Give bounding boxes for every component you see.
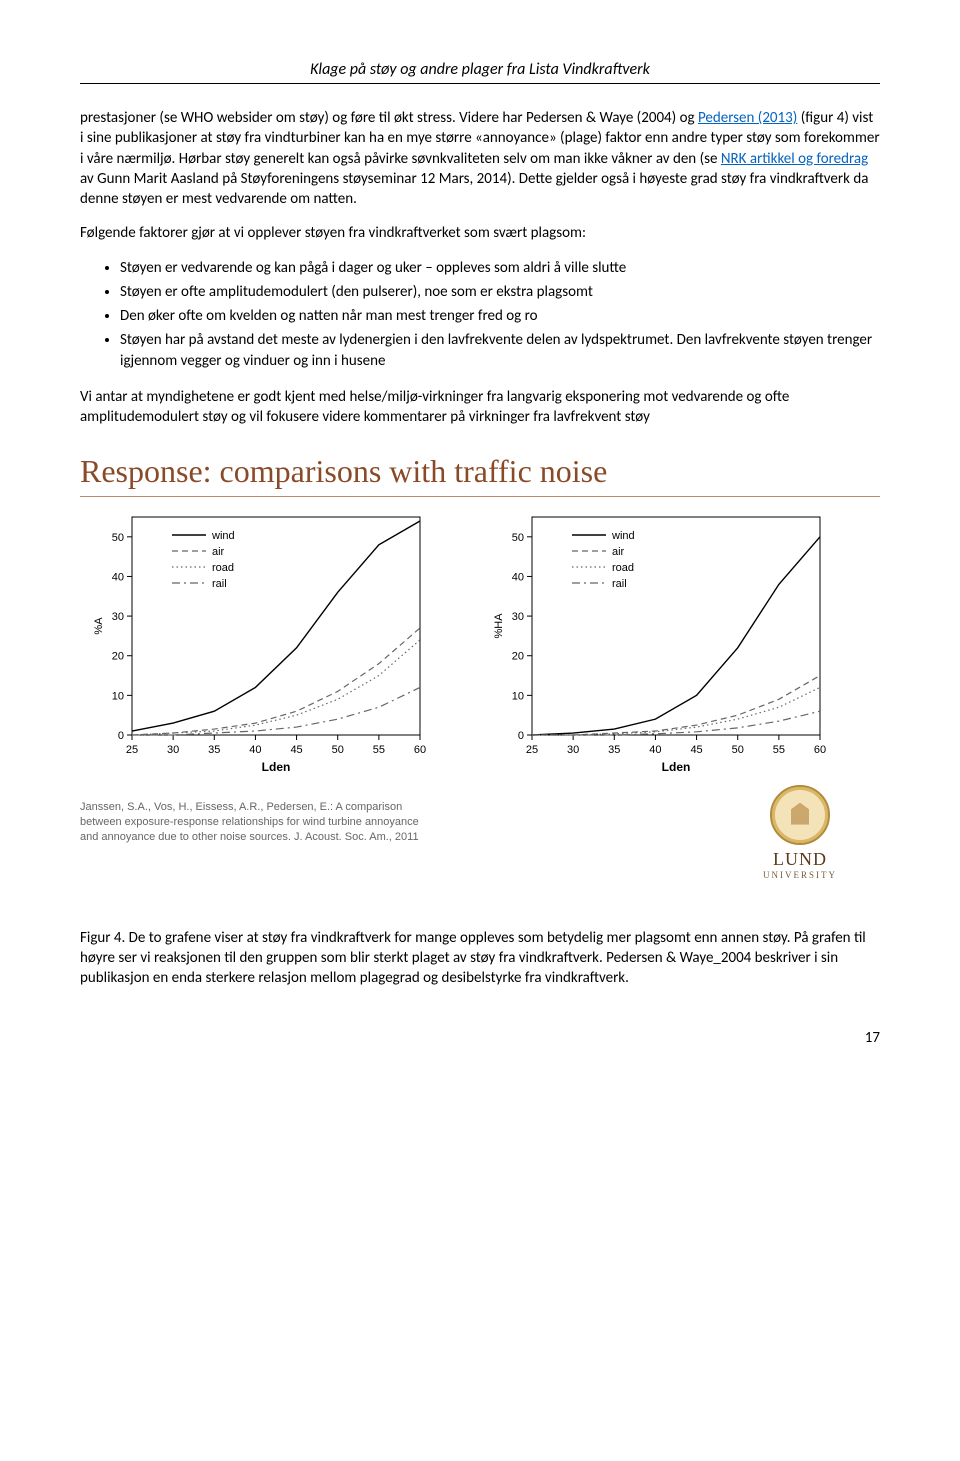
svg-text:40: 40 (112, 572, 124, 584)
chart-right: 25 30 35 40 45 50 55 60 0 10 20 30 40 50 Lden %HA wind ai… (490, 507, 850, 782)
chart-left: 25 30 35 40 45 50 55 60 0 10 20 30 40 50 Lden %A wind air… (90, 507, 450, 782)
list-item: Støyen er ofte amplitudemodulert (den pu… (120, 282, 880, 302)
svg-text:%A: %A (93, 617, 105, 635)
lund-sub: UNIVERSITY (760, 870, 840, 880)
paragraph-1: prestasjoner (se WHO websider om støy) o… (80, 108, 880, 209)
svg-text:10: 10 (112, 691, 124, 703)
svg-text:50: 50 (112, 532, 124, 544)
svg-text:40: 40 (649, 744, 661, 756)
svg-text:45: 45 (290, 744, 302, 756)
svg-text:30: 30 (112, 611, 124, 623)
list-item: Støyen er vedvarende og kan pågå i dager… (120, 258, 880, 278)
svg-text:35: 35 (208, 744, 220, 756)
svg-text:60: 60 (414, 744, 426, 756)
list-item: Den øker ofte om kvelden og natten når m… (120, 306, 880, 326)
lund-name: LUND (760, 849, 840, 870)
svg-text:40: 40 (249, 744, 261, 756)
chart-block: Response: comparisons with traffic noise… (80, 453, 880, 880)
chart-divider (80, 496, 880, 497)
svg-text:55: 55 (373, 744, 385, 756)
svg-text:wind: wind (211, 530, 235, 542)
svg-text:50: 50 (332, 744, 344, 756)
svg-text:air: air (212, 546, 225, 558)
svg-text:40: 40 (512, 572, 524, 584)
paragraph-2: Følgende faktorer gjør at vi opplever st… (80, 223, 880, 243)
svg-text:30: 30 (567, 744, 579, 756)
svg-text:25: 25 (526, 744, 538, 756)
chart-citation: Janssen, S.A., Vos, H., Eissess, A.R., P… (80, 800, 420, 845)
svg-text:50: 50 (732, 744, 744, 756)
figure-caption: Figur 4. De to grafene viser at støy fra… (80, 928, 880, 989)
svg-text:35: 35 (608, 744, 620, 756)
svg-text:20: 20 (112, 651, 124, 663)
bullet-list: Støyen er vedvarende og kan pågå i dager… (80, 258, 880, 371)
p1-text-a: prestasjoner (se WHO websider om støy) o… (80, 109, 698, 127)
list-item: Støyen har på avstand det meste av lyden… (120, 330, 880, 371)
svg-text:air: air (612, 546, 625, 558)
svg-text:20: 20 (512, 651, 524, 663)
svg-text:Lden: Lden (262, 760, 291, 774)
svg-text:45: 45 (690, 744, 702, 756)
svg-text:30: 30 (167, 744, 179, 756)
paragraph-3: Vi antar at myndighetene er godt kjent m… (80, 387, 880, 428)
p1-text-c: av Gunn Marit Aasland på Støyforeningens… (80, 170, 868, 208)
svg-text:0: 0 (518, 730, 524, 742)
svg-text:wind: wind (611, 530, 635, 542)
svg-text:10: 10 (512, 691, 524, 703)
page-number: 17 (80, 1029, 880, 1047)
svg-text:Lden: Lden (662, 760, 691, 774)
link-nrk-artikkel[interactable]: NRK artikkel og foredrag (721, 150, 868, 168)
svg-text:25: 25 (126, 744, 138, 756)
svg-text:rail: rail (612, 578, 627, 590)
svg-text:0: 0 (118, 730, 124, 742)
svg-text:50: 50 (512, 532, 524, 544)
svg-text:road: road (212, 562, 234, 574)
link-pedersen-2013[interactable]: Pedersen (2013) (698, 109, 797, 127)
page-header: Klage på støy og andre plager fra Lista … (80, 60, 880, 84)
svg-text:road: road (612, 562, 634, 574)
svg-text:%HA: %HA (493, 613, 505, 639)
lund-seal-icon (770, 785, 830, 845)
svg-text:30: 30 (512, 611, 524, 623)
svg-text:55: 55 (773, 744, 785, 756)
svg-text:60: 60 (814, 744, 826, 756)
chart-title: Response: comparisons with traffic noise (80, 453, 880, 490)
svg-text:rail: rail (212, 578, 227, 590)
